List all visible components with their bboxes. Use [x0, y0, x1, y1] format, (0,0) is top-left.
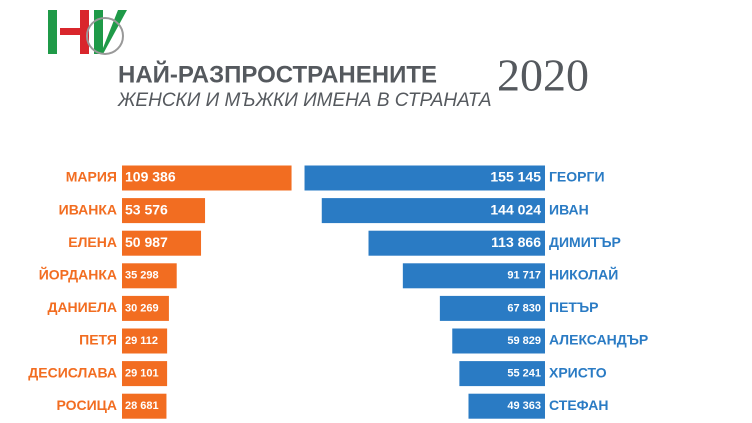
category-label: ЙОРДАНКА [39, 266, 117, 283]
value-label: 50 987 [125, 234, 168, 250]
value-label: 53 576 [125, 201, 168, 217]
category-label: ПЕТЪР [549, 299, 598, 315]
category-label: ИВАН [549, 201, 589, 217]
bar [468, 393, 545, 419]
category-label: ДИМИТЪР [549, 234, 621, 250]
bar [459, 361, 545, 387]
bar [368, 230, 545, 256]
category-label: ГЕОРГИ [549, 169, 605, 185]
bar [402, 263, 545, 289]
bar [321, 198, 545, 224]
category-label: ДЕСИСЛАВА [28, 364, 117, 380]
bar [122, 393, 167, 419]
category-label: ИВАНКА [59, 201, 117, 217]
bar [122, 328, 168, 354]
value-label: 35 298 [125, 270, 159, 282]
category-label: ХРИСТО [549, 364, 607, 380]
bar [122, 165, 292, 191]
category-label: ЕЛЕНА [68, 234, 117, 250]
category-label: РОСИЦА [56, 397, 117, 413]
category-label: СТЕФАН [549, 397, 608, 413]
year: 2020 [497, 50, 589, 101]
value-label: 29 112 [125, 335, 158, 347]
subtitle: ЖЕНСКИ И МЪЖКИ ИМЕНА В СТРАНАТА [117, 90, 492, 111]
bar [122, 263, 177, 289]
category-label: НИКОЛАЙ [549, 266, 618, 283]
value-label: 49 363 [507, 400, 541, 412]
value-label: 59 829 [507, 335, 541, 347]
bar [452, 328, 545, 354]
value-label: 113 866 [491, 234, 541, 250]
category-label: ПЕТЯ [79, 332, 117, 348]
title: НАЙ-РАЗПРОСТРАНЕНИТЕ [118, 60, 437, 88]
bar [122, 361, 168, 387]
value-label: 30 269 [125, 302, 159, 314]
bar [122, 198, 206, 224]
value-label: 28 681 [125, 400, 159, 412]
bar [122, 295, 169, 321]
value-label: 29 101 [125, 368, 159, 380]
bar [304, 165, 545, 191]
value-label: 144 024 [490, 201, 541, 217]
bar [439, 295, 545, 321]
category-label: МАРИЯ [66, 169, 117, 185]
bar [122, 230, 202, 256]
value-label: 109 386 [125, 169, 176, 185]
logo [48, 10, 127, 55]
value-label: 67 830 [507, 302, 541, 314]
value-label: 55 241 [507, 368, 541, 380]
category-label: АЛЕКСАНДЪР [549, 332, 648, 348]
value-label: 91 717 [507, 270, 541, 282]
category-label: ДАНИЕЛА [47, 299, 117, 315]
value-label: 155 145 [490, 169, 541, 185]
